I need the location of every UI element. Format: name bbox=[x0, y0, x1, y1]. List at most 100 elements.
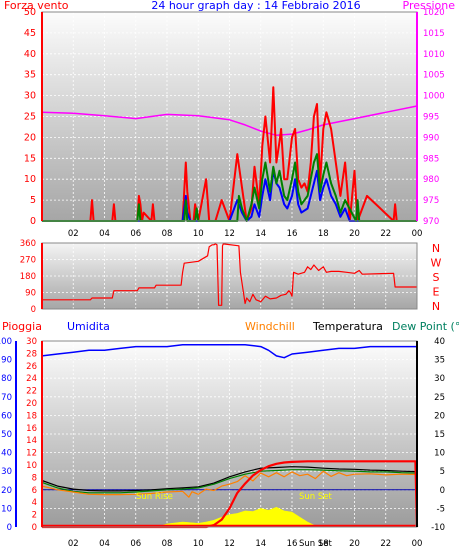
p1-x-tick-label: 10 bbox=[193, 229, 204, 239]
p3-y-humidity-tick-label: 80 bbox=[1, 374, 12, 384]
series-windchill bbox=[41, 470, 418, 498]
p3-x-tick-label: 10 bbox=[193, 539, 204, 549]
p2-y-right-tick-label: S bbox=[433, 271, 440, 284]
series-dew-point bbox=[41, 469, 418, 494]
p1-x-tick-label: 08 bbox=[162, 229, 173, 239]
p3-y-temp-tick-label: 15 bbox=[434, 430, 445, 440]
p2-y-right-tick-label: E bbox=[433, 286, 440, 299]
series-radiazione bbox=[42, 506, 324, 528]
p3-y-rain-tick-label: 0 bbox=[32, 523, 37, 533]
p3-y-rain-tick-label: 30 bbox=[26, 337, 37, 347]
p1-x-tick-label: 16 bbox=[287, 229, 298, 239]
p1-y-left-tick-label: 20 bbox=[24, 132, 36, 143]
p3-y-rain-tick-label: 24 bbox=[26, 374, 37, 384]
p3-x-tick-label: 04 bbox=[99, 539, 110, 549]
p1-y-left-tick-label: 25 bbox=[24, 112, 36, 123]
p3-y-temp-tick-label: 10 bbox=[434, 449, 445, 459]
p3-x-tick-label: 02 bbox=[68, 539, 79, 549]
p3-y-rain-tick-label: 22 bbox=[26, 387, 37, 397]
p3-y-temp-tick-label: -5 bbox=[437, 504, 445, 514]
p1-x-tick-label: 06 bbox=[130, 229, 141, 239]
series-wind-1 bbox=[42, 86, 417, 222]
p1-y-left-tick-label: 0 bbox=[30, 216, 36, 227]
p3-y-temp-tick-label: -10 bbox=[431, 523, 445, 533]
p1-x-tick-label: 02 bbox=[68, 229, 79, 239]
p3-y-humidity-tick-label: 90 bbox=[1, 356, 12, 366]
p3-y-temp-tick-label: 25 bbox=[434, 393, 445, 403]
p3-y-rain-tick-label: 12 bbox=[26, 449, 37, 459]
p3-y-humidity-tick-label: 70 bbox=[1, 393, 12, 403]
p3-y-humidity-tick-label: 60 bbox=[1, 411, 12, 421]
p3-x-tick-label: 14 bbox=[255, 539, 266, 549]
p1-y-right-tick-label: 975 bbox=[423, 196, 439, 206]
p3-y-rain-tick-label: 6 bbox=[32, 486, 37, 496]
p1-y-right-tick-label: 1015 bbox=[423, 29, 445, 39]
p3-x-tick-label: 22 bbox=[380, 539, 391, 549]
p3-y-humidity-tick-label: 100 bbox=[0, 337, 12, 347]
p1-y-right-tick-label: 985 bbox=[423, 154, 439, 164]
p1-y-right-tick-label: 970 bbox=[423, 217, 439, 227]
p1-y-left-tick-label: 5 bbox=[30, 195, 36, 206]
p1-x-tick-label: 20 bbox=[349, 229, 360, 239]
p3-x-tick-label: 16 bbox=[287, 539, 298, 549]
p3-y-temp-tick-label: 20 bbox=[434, 411, 445, 421]
p3-y-humidity-tick-label: 50 bbox=[1, 430, 12, 440]
p1-y-left-tick-label: 40 bbox=[24, 49, 36, 60]
sun-rise-label: Sun Rise bbox=[136, 492, 173, 502]
p3-y-rain-tick-label: 2 bbox=[32, 511, 37, 521]
p3-y-temp-tick-label: 35 bbox=[434, 356, 445, 366]
p3-y-temp-tick-label: 0 bbox=[440, 486, 445, 496]
p1-y-left-tick-label: 15 bbox=[24, 153, 36, 164]
tick-labels: 0510152025303540455097097598098599099510… bbox=[0, 7, 445, 549]
series-direzione bbox=[42, 243, 417, 306]
p3-y-rain-tick-label: 8 bbox=[32, 473, 37, 483]
p3-y-rain-tick-label: 26 bbox=[26, 362, 37, 372]
label-temperatura: Temperatura bbox=[312, 320, 383, 333]
p1-y-right-tick-label: 980 bbox=[423, 175, 439, 185]
sun-set-label-bottom: Sun Set bbox=[299, 539, 332, 549]
p3-x-tick-label: 08 bbox=[162, 539, 173, 549]
p1-x-tick-label: 12 bbox=[224, 229, 235, 239]
p2-y-left-tick-label: 180 bbox=[20, 272, 36, 282]
series-lines bbox=[41, 86, 419, 529]
p1-y-left-tick-label: 35 bbox=[24, 70, 36, 81]
p1-x-tick-label: 18 bbox=[318, 229, 329, 239]
p3-y-humidity-tick-label: 0 bbox=[7, 523, 12, 533]
p3-y-rain-tick-label: 10 bbox=[26, 461, 37, 471]
label-dew-point: Dew Point (°C bbox=[392, 320, 459, 333]
p1-y-right-tick-label: 1010 bbox=[423, 50, 445, 60]
chart-title: 24 hour graph day : 14 Febbraio 2016 bbox=[151, 0, 360, 12]
p1-x-tick-label: 04 bbox=[99, 229, 110, 239]
p1-x-tick-label: 14 bbox=[255, 229, 266, 239]
label-pioggia: Pioggia bbox=[2, 320, 42, 333]
p3-x-tick-label: 20 bbox=[349, 539, 360, 549]
p2-y-left-tick-label: 270 bbox=[20, 256, 36, 266]
p2-y-left-tick-label: 90 bbox=[25, 289, 36, 299]
p1-y-right-tick-label: 1020 bbox=[423, 8, 445, 18]
p3-y-humidity-tick-label: 30 bbox=[1, 467, 12, 477]
p3-x-tick-label: 00 bbox=[412, 539, 423, 549]
p3-y-rain-tick-label: 16 bbox=[26, 424, 37, 434]
series-temperatura bbox=[41, 466, 418, 492]
p1-y-left-tick-label: 30 bbox=[24, 91, 36, 102]
p2-y-right-tick-label: W bbox=[431, 257, 442, 270]
top-right-label: Pressione bbox=[403, 0, 456, 12]
p1-y-right-tick-label: 990 bbox=[423, 133, 439, 143]
p1-y-left-tick-label: 10 bbox=[24, 174, 36, 185]
series-pioggia bbox=[42, 460, 419, 529]
sun-set-label: Sun Set bbox=[299, 492, 332, 502]
p3-y-rain-tick-label: 28 bbox=[26, 349, 37, 359]
series-pressione bbox=[41, 105, 418, 137]
p1-y-right-tick-label: 1005 bbox=[423, 71, 445, 81]
p1-y-left-tick-label: 50 bbox=[24, 7, 36, 18]
p3-x-tick-label: 06 bbox=[130, 539, 141, 549]
p1-x-tick-label: 00 bbox=[412, 229, 423, 239]
label-windchill: Windchill bbox=[245, 320, 295, 333]
p3-y-rain-tick-label: 14 bbox=[26, 436, 37, 446]
p3-y-humidity-tick-label: 40 bbox=[1, 449, 12, 459]
p3-y-humidity-tick-label: 20 bbox=[1, 486, 12, 496]
p2-y-left-tick-label: 360 bbox=[20, 239, 36, 249]
p1-y-left-tick-label: 45 bbox=[24, 28, 36, 39]
p3-y-temp-tick-label: 5 bbox=[440, 467, 445, 477]
